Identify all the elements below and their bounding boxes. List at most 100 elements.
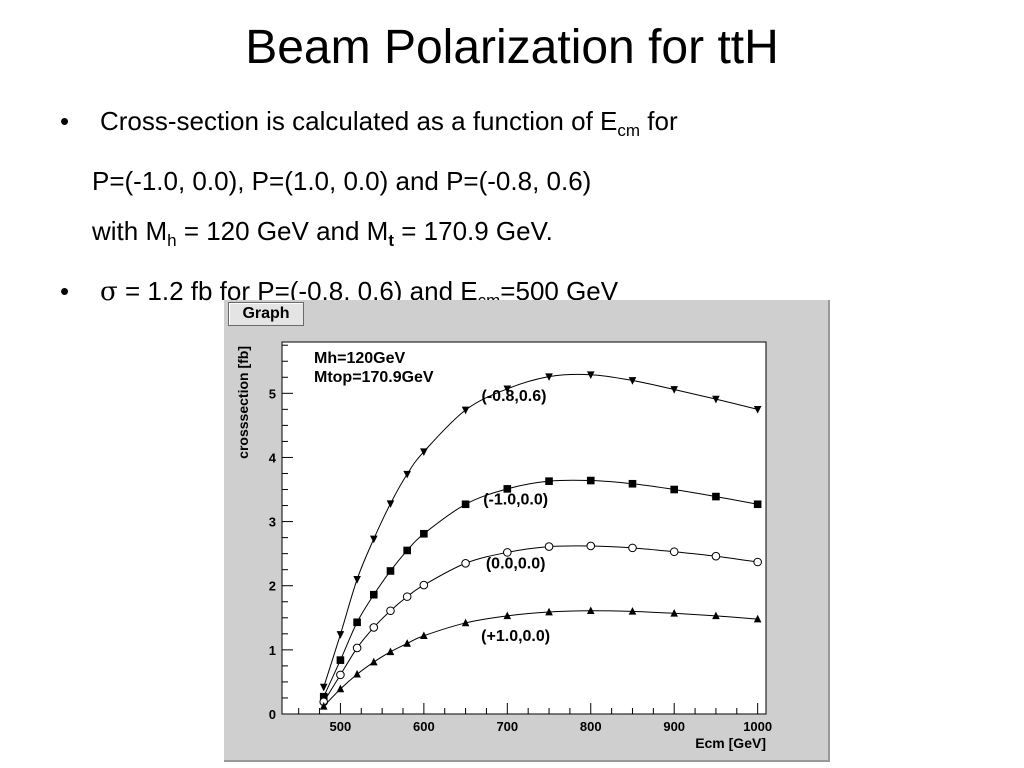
data-point — [711, 551, 721, 561]
bullet-list: • Cross-section is calculated as a funct… — [60, 96, 990, 326]
data-point — [753, 500, 762, 509]
data-point — [503, 485, 512, 493]
data-point — [336, 684, 345, 693]
data-point — [352, 643, 362, 653]
data-point — [753, 406, 762, 414]
y-tick-label: 3 — [269, 515, 276, 530]
series: (+1.0,0.0) — [319, 606, 762, 710]
data-point — [319, 702, 328, 710]
data-point — [503, 385, 512, 394]
mass-text-b: = 120 GeV and M — [176, 216, 389, 246]
data-point — [386, 606, 395, 616]
data-point — [628, 607, 637, 615]
x-tick-label: 500 — [330, 719, 352, 734]
data-point — [712, 611, 720, 620]
data-point — [386, 500, 395, 508]
graph-panel: Graph 500 600 700 800 900 1000 0 1 2 3 4 5 Ecm [GeV]… — [224, 300, 830, 762]
y-tick-label: 2 — [269, 579, 276, 594]
data-point — [503, 548, 512, 557]
graph-tab[interactable]: Graph — [228, 302, 304, 326]
data-point — [369, 623, 379, 632]
mass-text-a: with M — [92, 216, 168, 246]
data-point — [403, 639, 411, 647]
data-point — [402, 592, 412, 601]
x-tick-label: 700 — [496, 719, 518, 734]
chart-annotation: Mh=120GeV — [314, 350, 405, 367]
data-point — [336, 656, 345, 664]
series-label: (+1.0,0.0) — [481, 628, 550, 645]
bullet-1-text-end: for — [640, 106, 678, 136]
data-point — [712, 492, 720, 501]
data-point — [586, 541, 596, 551]
data-point — [503, 611, 512, 620]
subscript-h: h — [167, 231, 177, 250]
series-label: (0.0,0.0) — [486, 555, 546, 572]
chart-annotation: Mtop=170.9GeV — [314, 369, 434, 386]
series-label: (-0.8,0.6) — [482, 388, 547, 405]
data-point — [586, 606, 595, 615]
x-tick-label: 600 — [413, 719, 435, 734]
y-tick-label: 1 — [269, 643, 276, 658]
data-point — [403, 470, 411, 479]
y-tick-label: 4 — [269, 450, 277, 465]
series-label: (-1.0,0.0) — [483, 491, 548, 508]
slide-title: Beam Polarization for ttH — [245, 21, 779, 74]
data-point — [586, 371, 595, 380]
data-point — [545, 373, 553, 381]
data-point — [461, 500, 470, 509]
subscript-t: t — [388, 231, 395, 250]
data-point — [544, 542, 554, 551]
data-point — [369, 535, 378, 544]
y-tick-label: 5 — [269, 386, 276, 401]
data-point — [420, 631, 428, 640]
data-point — [336, 631, 345, 639]
sigma-symbol: σ — [100, 277, 118, 307]
polarization-list: P=(-1.0, 0.0), P=(1.0, 0.0) and P=(-0.8,… — [92, 166, 592, 196]
data-point — [628, 543, 637, 553]
x-axis-label: Ecm [GeV] — [695, 735, 766, 751]
x-tick-label: 1000 — [743, 719, 772, 734]
data-point — [336, 670, 345, 680]
bullet-1: • Cross-section is calculated as a funct… — [60, 96, 990, 156]
data-point — [461, 558, 470, 568]
data-point — [403, 546, 411, 555]
data-point — [386, 567, 395, 575]
subscript-cm: cm — [617, 121, 641, 140]
bullet-dot: • — [60, 106, 70, 136]
data-point — [628, 479, 637, 488]
data-point — [369, 657, 378, 666]
data-point — [753, 557, 762, 567]
data-point — [628, 377, 637, 385]
cross-section-chart: 500 600 700 800 900 1000 0 1 2 3 4 5 Ecm [GeV] crosss… — [235, 341, 772, 751]
mass-text-c: = 170.9 GeV. — [394, 216, 553, 246]
x-tick-label: 800 — [580, 719, 602, 734]
series: (-1.0,0.0) — [319, 476, 762, 701]
data-point — [712, 395, 720, 404]
bullet-1-line-2: P=(-1.0, 0.0), P=(1.0, 0.0) and P=(-0.8,… — [60, 156, 990, 206]
y-axis-label: crosssection [fb] — [235, 346, 251, 459]
plot-area — [281, 341, 767, 715]
data-point — [353, 618, 361, 627]
data-point — [386, 647, 395, 656]
data-point — [670, 386, 679, 394]
bullet-dot: • — [60, 276, 70, 306]
data-point — [369, 590, 378, 599]
data-point — [319, 692, 328, 701]
data-point — [669, 547, 679, 557]
x-tick-label: 900 — [663, 719, 685, 734]
data-point — [319, 683, 328, 692]
y-tick-label: 0 — [269, 707, 276, 722]
data-point — [670, 609, 679, 617]
data-point — [461, 618, 470, 627]
data-point — [461, 406, 470, 415]
bullet-1-line-3: with Mh = 120 GeV and Mt = 170.9 GeV. — [60, 206, 990, 266]
series: (-0.8,0.6) — [319, 371, 762, 692]
data-point — [753, 614, 762, 623]
data-point — [670, 485, 679, 494]
data-point — [353, 669, 361, 678]
data-point — [545, 607, 553, 616]
data-point — [353, 576, 361, 584]
data-point — [420, 529, 428, 538]
data-point — [586, 476, 595, 485]
data-point — [420, 448, 428, 456]
